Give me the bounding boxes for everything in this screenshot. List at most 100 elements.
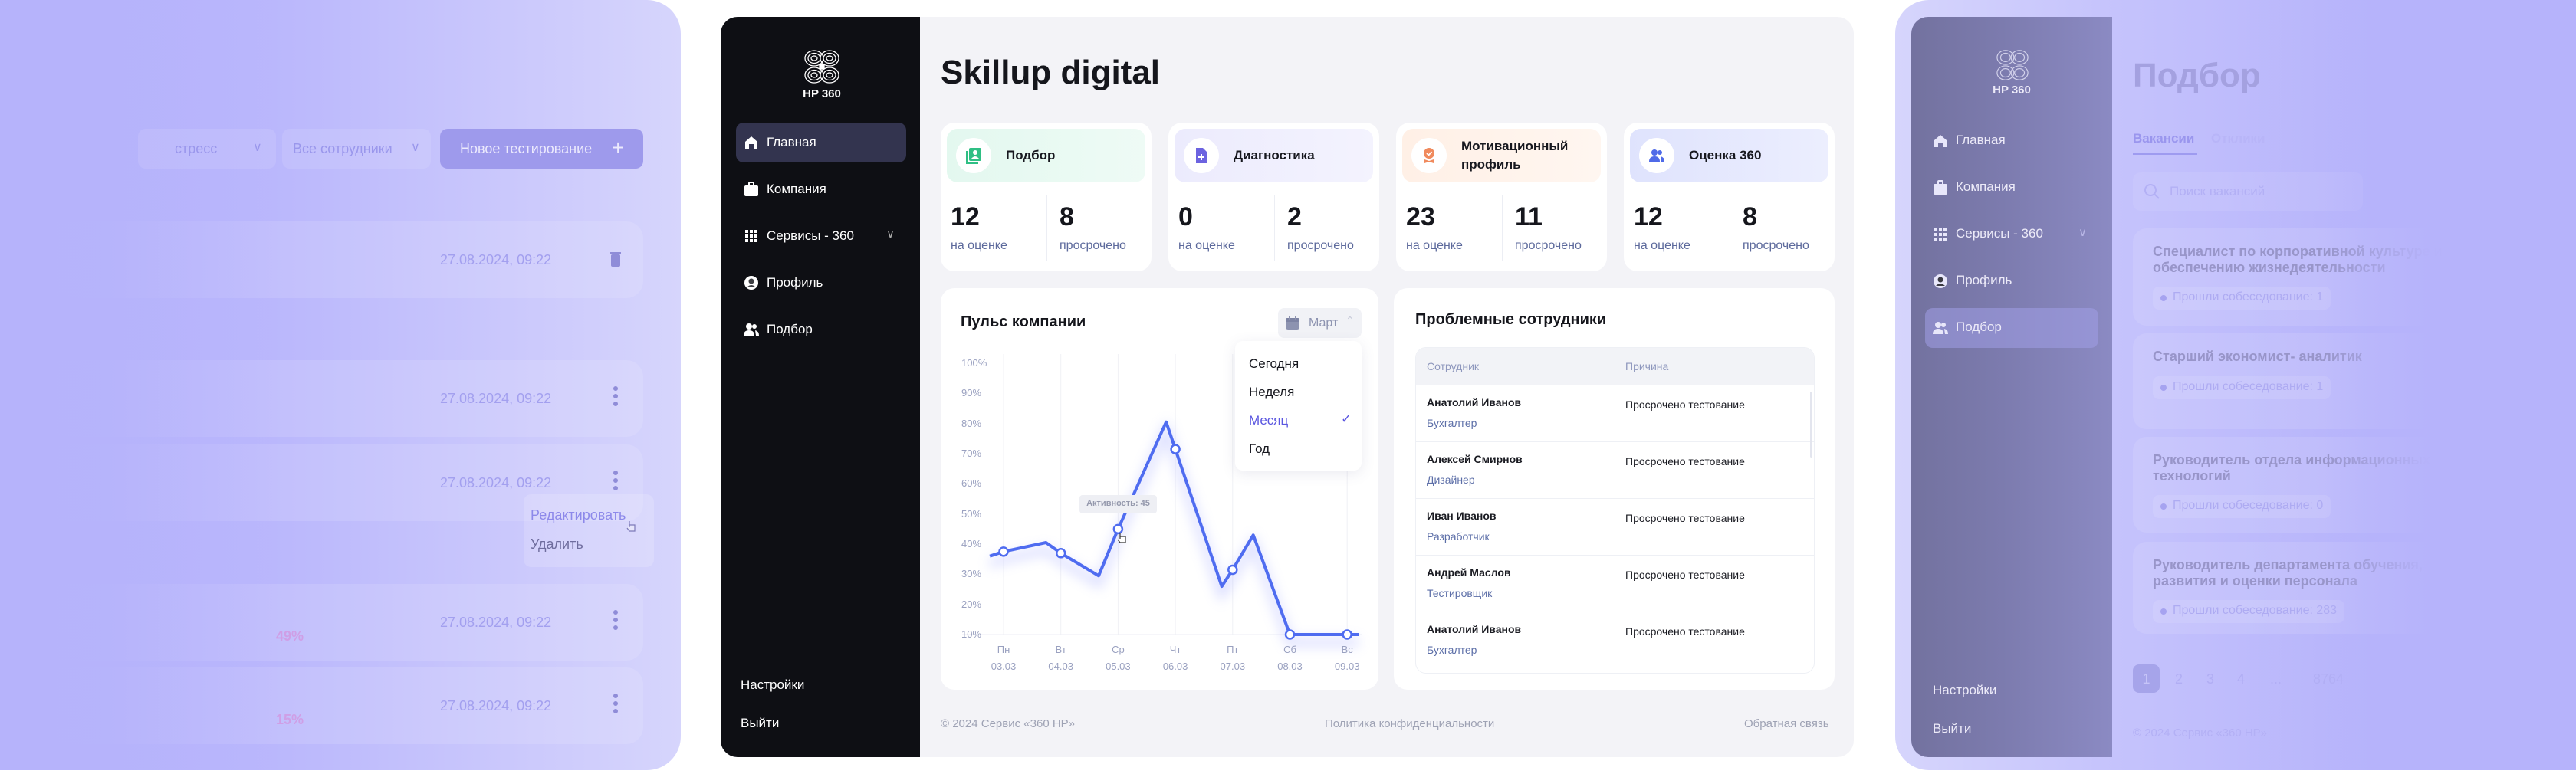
page-button[interactable]: ... [2270, 671, 2282, 687]
users-icon [1933, 320, 1948, 336]
page-button[interactable]: 4 [2237, 671, 2246, 687]
table-row[interactable]: Анатолий Иванов Бухгалтер Просрочено тесто… [1416, 385, 1814, 441]
table-row[interactable]: Алексей Смирнов Дизайнер Просрочено тестов… [1416, 441, 1814, 498]
sidebar-item-1[interactable]: Компания [1925, 168, 2098, 208]
y-tick-label: 10% [961, 628, 982, 640]
stat-card[interactable]: Мотивационный профиль 23 на оценке 11 просро… [1396, 123, 1607, 271]
kebab-icon[interactable] [613, 386, 618, 409]
active-tab-indicator [2133, 153, 2197, 155]
feedback-link[interactable]: Обратная связь [1744, 717, 1829, 730]
calendar-icon [1286, 316, 1300, 330]
settings-link[interactable]: Настройки [1933, 683, 1997, 697]
pulse-chart [962, 354, 1362, 646]
page-button[interactable]: 1 [2133, 664, 2160, 693]
filter-dropdown-employees[interactable]: Все сотрудники ∨ [282, 129, 431, 169]
employee-role: Разработчик [1427, 530, 1490, 543]
tab-responses[interactable]: Отклики [2211, 131, 2266, 146]
problem-reason: Просрочено тестование [1625, 398, 1745, 411]
table-row[interactable]: Иван Иванов Разработчик Просрочено тестова… [1416, 498, 1814, 555]
filter-dropdown-test[interactable]: стресс ∨ [138, 129, 276, 169]
test-date: 27.08.2024, 09:22 [440, 615, 552, 630]
sidebar-item-3[interactable]: Профиль [736, 263, 906, 303]
sidebar-item-2[interactable]: Сервисы - 360 ∨ [736, 216, 906, 256]
series-line [989, 420, 1359, 636]
stat-label: просрочено [1743, 239, 1809, 252]
kebab-icon[interactable] [613, 610, 618, 633]
table-row[interactable]: Анатолий Иванов Бухгалтер Просрочено тесто… [1416, 612, 1814, 668]
sidebar-faded: HP 360 Главная Компания Сервисы - 360 ∨ Проф… [1911, 17, 2112, 757]
sidebar-item-3[interactable]: Профиль [1925, 261, 2098, 301]
y-tick-label: 50% [961, 507, 982, 520]
logo-text: HP 360 [1993, 84, 2031, 97]
new-test-button[interactable]: Новое тестирование + [440, 129, 643, 169]
period-option-today[interactable]: Сегодня [1249, 356, 1300, 371]
stat-card[interactable]: Диагностика 0 на оценке 2 просрочено [1168, 123, 1379, 271]
grid-icon [1933, 227, 1948, 242]
x-tick-day: Пн [997, 644, 1010, 655]
background-panel-right: HP 360 Главная Компания Сервисы - 360 ∨ Проф… [1895, 0, 2576, 770]
employee-name: Анатолий Иванов [1427, 396, 1522, 408]
page-title: Skillup digital [941, 54, 1161, 91]
search-icon [2144, 184, 2160, 199]
problem-reason: Просрочено тестование [1625, 625, 1745, 638]
stat-title: Оценка 360 [1689, 148, 1762, 162]
x-tick-date: 05.03 [1106, 661, 1131, 672]
score-percent: 15% [276, 712, 304, 727]
data-point [1284, 629, 1296, 640]
users-icon [744, 322, 759, 337]
table-header: Сотрудник Причина [1416, 348, 1814, 385]
stat-card[interactable]: Оценка 360 12 на оценке 8 просрочено [1624, 123, 1835, 271]
problem-reason: Просрочено тестование [1625, 512, 1745, 524]
y-tick-label: 60% [961, 477, 982, 490]
scrollbar[interactable] [1810, 392, 1812, 458]
problem-reason: Просрочено тестование [1625, 455, 1745, 467]
data-point [1170, 444, 1181, 454]
sidebar-item-4[interactable]: Подбор [736, 310, 906, 349]
period-button[interactable]: Март ⌃ [1278, 308, 1362, 338]
data-point [1342, 629, 1352, 640]
data-point [1112, 523, 1124, 535]
sidebar-item-0[interactable]: Главная [736, 123, 906, 162]
period-option-year[interactable]: Год [1249, 441, 1270, 456]
period-dropdown: Сегодня Неделя Месяц ✓ Год [1235, 341, 1362, 471]
fade-overlay [2325, 0, 2576, 770]
stat-card-header: Подбор [947, 129, 1145, 182]
page-button[interactable]: 2 [2175, 671, 2183, 687]
stat-value-overdue: 11 [1515, 202, 1543, 231]
x-tick-day: Чт [1169, 644, 1181, 655]
tab-vacancies[interactable]: Вакансии [2133, 131, 2195, 146]
kebab-icon[interactable] [613, 694, 618, 717]
logo-icon [1996, 49, 2029, 81]
context-menu: Редактировать Удалить [524, 494, 654, 567]
privacy-link[interactable]: Политика конфиденциальности [1325, 717, 1495, 730]
menu-item-delete[interactable]: Удалить [531, 536, 583, 552]
x-tick-date: 04.03 [1048, 661, 1073, 672]
page-button[interactable]: 3 [2206, 671, 2215, 687]
period-option-month[interactable]: Месяц [1249, 413, 1289, 428]
kebab-icon[interactable] [613, 471, 618, 494]
period-option-week[interactable]: Неделя [1249, 385, 1295, 399]
logout-link[interactable]: Выйти [741, 716, 780, 730]
table-row[interactable]: Андрей Маслов Тестировщик Просрочено тесто… [1416, 555, 1814, 612]
stat-card-header: Оценка 360 [1630, 129, 1829, 182]
x-tick-day: Ср [1112, 644, 1125, 655]
stat-value-overdue: 8 [1060, 202, 1074, 231]
line-shadow [988, 419, 1359, 646]
y-tick-label: 30% [961, 568, 982, 580]
sidebar-item-2[interactable]: Сервисы - 360 ∨ [1925, 215, 2098, 254]
sidebar-item-0[interactable]: Главная [1925, 121, 2098, 161]
sidebar-item-1[interactable]: Компания [736, 169, 906, 209]
menu-item-edit[interactable]: Редактировать [531, 507, 626, 523]
stat-card[interactable]: Подбор 12 на оценке 8 просрочено [941, 123, 1152, 271]
award-icon [1411, 138, 1447, 173]
briefcase-icon [744, 182, 759, 197]
trash-icon[interactable] [610, 251, 621, 271]
plus-icon: + [612, 136, 625, 159]
settings-link[interactable]: Настройки [741, 677, 805, 692]
user-icon [744, 275, 759, 290]
x-tick-date: 03.03 [991, 661, 1017, 672]
logout-link[interactable]: Выйти [1933, 721, 1972, 736]
x-tick-date: 06.03 [1162, 661, 1188, 672]
stat-label: на оценке [951, 239, 1007, 252]
sidebar-item-4[interactable]: Подбор [1925, 308, 2098, 348]
